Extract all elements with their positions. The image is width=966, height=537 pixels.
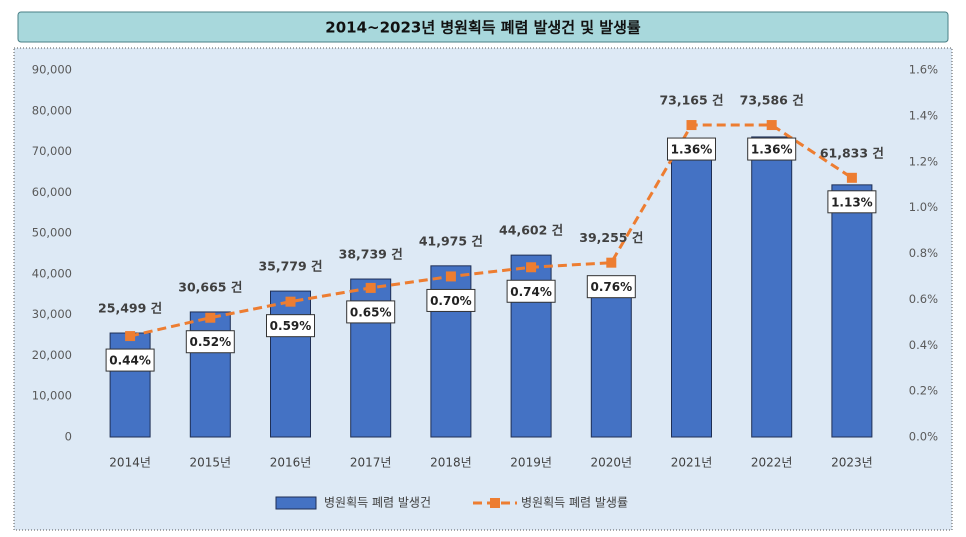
legend-label: 병원획득 폐렴 발생률 <box>521 496 628 510</box>
bar-value-label: 30,665 건 <box>178 279 242 294</box>
rate-label-box <box>426 288 476 312</box>
y2-tick-label: 0.8% <box>909 246 938 260</box>
rate-marker <box>205 312 216 323</box>
bar-value-label: 35,779 건 <box>258 259 322 274</box>
rate-value-label: 1.13% <box>831 195 873 209</box>
y2-tick-label: 1.6% <box>909 63 938 77</box>
legend-marker <box>490 498 500 508</box>
rate-value-label: 1.36% <box>751 143 793 157</box>
rate-marker <box>606 257 617 268</box>
rate-value-label: 0.59% <box>270 319 312 333</box>
bar-value-label: 41,975 건 <box>419 233 483 248</box>
bar-value-label: 38,739 건 <box>339 247 403 262</box>
x-tick-label: 2014년 <box>109 456 151 470</box>
rate-marker <box>365 282 376 293</box>
bar-value-label: 61,833 건 <box>820 145 884 160</box>
rate-label-box <box>346 300 396 324</box>
bar-value-label: 25,499 건 <box>98 301 162 316</box>
y2-tick-label: 0.6% <box>909 292 938 306</box>
legend-label: 병원획득 폐렴 발생건 <box>324 496 431 510</box>
rate-value-label: 0.52% <box>189 335 231 349</box>
rate-marker <box>686 120 697 131</box>
bar-value-label: 44,602 건 <box>499 223 563 238</box>
bar <box>270 290 311 438</box>
rate-label-box <box>506 279 556 303</box>
rate-value-label: 0.44% <box>109 354 151 368</box>
chart-title: 2014~2023년 병원획득 폐렴 발생건 및 발생률 <box>325 19 641 37</box>
y-tick-label: 60,000 <box>32 185 72 199</box>
rate-value-label: 0.65% <box>350 305 392 319</box>
x-tick-label: 2021년 <box>671 456 713 470</box>
rate-label-box <box>266 314 315 338</box>
x-tick-label: 2020년 <box>591 456 633 470</box>
rate-marker <box>445 271 456 282</box>
y-tick-label: 50,000 <box>32 226 72 240</box>
y2-tick-label: 0.4% <box>909 338 938 352</box>
rate-value-label: 0.70% <box>430 294 472 308</box>
y2-tick-label: 1.2% <box>909 154 938 168</box>
rate-marker <box>846 172 857 183</box>
x-tick-label: 2016년 <box>270 456 312 470</box>
title-box <box>17 11 949 43</box>
x-tick-label: 2015년 <box>190 456 232 470</box>
bar-value-label: 73,165 건 <box>659 93 723 108</box>
bar-value-label: 39,255 건 <box>579 230 643 245</box>
rate-label-box <box>667 137 716 161</box>
rate-line <box>129 123 853 338</box>
bar <box>831 184 873 438</box>
y2-tick-label: 1.4% <box>909 108 938 122</box>
y-tick-label: 80,000 <box>32 103 72 117</box>
y-tick-label: 20,000 <box>32 348 72 362</box>
rate-marker <box>526 262 537 273</box>
rate-marker <box>766 120 777 131</box>
y-tick-label: 0 <box>65 430 72 444</box>
x-tick-label: 2018년 <box>430 456 472 470</box>
rate-label-box <box>185 330 235 354</box>
x-tick-label: 2017년 <box>350 456 392 470</box>
x-tick-label: 2023년 <box>831 456 873 470</box>
rate-label-box <box>105 348 155 372</box>
y-tick-label: 90,000 <box>32 63 72 77</box>
bar <box>671 138 712 438</box>
y-tick-label: 70,000 <box>32 144 72 158</box>
y-tick-label: 30,000 <box>32 307 72 321</box>
rate-value-label: 1.36% <box>671 143 713 157</box>
bar-value-label: 73,586 건 <box>740 93 804 108</box>
rate-marker <box>125 331 136 342</box>
legend-swatch <box>275 496 317 510</box>
y2-tick-label: 0.0% <box>909 430 938 444</box>
bar <box>751 136 793 438</box>
rate-label-box <box>586 275 636 299</box>
rate-label-box <box>747 137 797 161</box>
y2-tick-label: 0.2% <box>909 384 938 398</box>
bar <box>590 276 632 438</box>
rate-label-box <box>827 190 877 214</box>
plot-background <box>13 47 953 531</box>
x-tick-label: 2022년 <box>751 456 793 470</box>
rate-value-label: 0.76% <box>590 280 632 294</box>
rate-marker <box>285 296 296 307</box>
y-tick-label: 10,000 <box>32 389 72 403</box>
rate-value-label: 0.74% <box>510 285 552 299</box>
y-tick-label: 40,000 <box>32 266 72 280</box>
y2-tick-label: 1.0% <box>909 200 938 214</box>
x-tick-label: 2019년 <box>510 456 552 470</box>
